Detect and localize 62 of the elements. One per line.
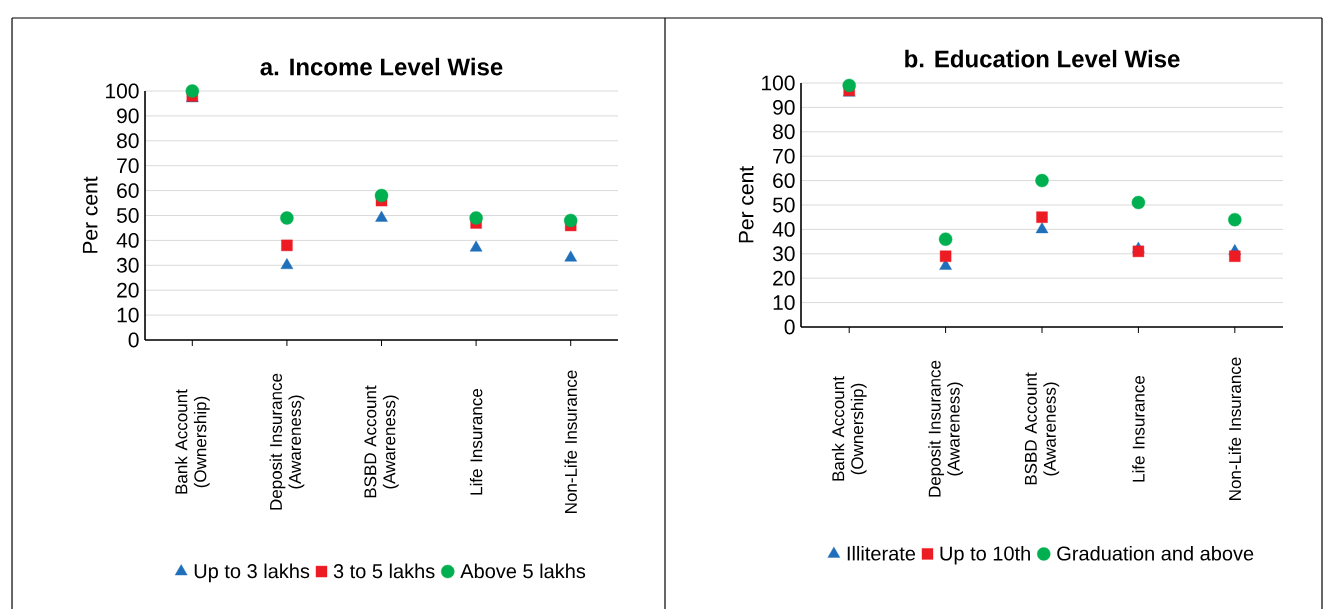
x-tick-label: Bank Account (Ownership)	[831, 376, 867, 481]
point	[564, 213, 578, 228]
y-tick-label: 60	[773, 173, 795, 189]
point	[1035, 222, 1049, 234]
point	[1131, 195, 1146, 210]
x-tick-label: Deposit Insurance (Awareness)	[269, 373, 305, 510]
x-tick-label: Life Insurance	[469, 388, 483, 495]
legend-label: Illiterate	[847, 545, 916, 561]
y-tick-label: 70	[773, 148, 795, 164]
point	[469, 240, 483, 252]
y-tick-label: 0	[784, 319, 795, 335]
x-tick-label: Bank Account (Ownership)	[174, 389, 210, 494]
x-tick-label: Deposit Insurance (Awareness)	[928, 360, 964, 497]
y-tick-label: 80	[117, 133, 139, 149]
legend-label: 3 to 5 lakhs	[333, 563, 435, 579]
point	[939, 250, 952, 262]
y-tick-label: 10	[117, 307, 139, 323]
legend-label: Graduation and above	[1057, 545, 1254, 561]
y-axis-title: Per cent	[82, 176, 98, 253]
point	[280, 258, 294, 269]
point	[375, 210, 388, 222]
y-tick-label: 20	[117, 282, 139, 298]
y-tick-label: 90	[117, 108, 139, 124]
x-tick-label: Non-Life Insurance	[564, 370, 577, 513]
legend-label: Up to 3 lakhs	[194, 563, 310, 583]
point	[1132, 245, 1145, 258]
point	[281, 239, 293, 252]
legend-label: Above 5 lakhs	[460, 563, 586, 579]
legend-label: Up to 10th	[940, 545, 1030, 565]
point	[280, 211, 294, 225]
y-tick-label: 60	[117, 183, 139, 199]
point	[185, 84, 200, 98]
y-tick-label: 50	[116, 208, 139, 223]
point	[564, 250, 577, 262]
point	[938, 232, 953, 246]
y-tick-label: 40	[772, 221, 795, 237]
y-tick-label: 40	[116, 232, 139, 248]
point	[842, 78, 856, 93]
y-tick-label: 20	[773, 270, 795, 286]
y-tick-label: 80	[773, 124, 795, 140]
x-tick-label: BSBD Account (Awareness)	[364, 385, 399, 498]
point	[1035, 173, 1049, 188]
y-tick-label: 100	[106, 83, 139, 99]
x-tick-label: BSBD Account (Awareness)	[1024, 372, 1060, 485]
y-tick-label: 30	[116, 257, 139, 273]
y-tick-label: 70	[117, 158, 139, 174]
chart-title: a. Income Level Wise	[260, 57, 503, 76]
y-axis-title: Per cent	[738, 166, 754, 243]
y-tick-label: 30	[772, 246, 795, 262]
x-tick-label: Life Insurance	[1132, 375, 1145, 482]
point	[1036, 211, 1048, 223]
x-tick-label: Non-Life Insurance	[1228, 357, 1242, 500]
y-tick-label: 10	[773, 295, 795, 311]
y-tick-label: 50	[772, 197, 795, 213]
y-tick-label: 90	[773, 99, 795, 115]
point	[374, 188, 389, 203]
chart-title: b. Education Level Wise	[905, 49, 1180, 68]
y-tick-label: 0	[128, 332, 139, 348]
point	[469, 211, 483, 225]
y-tick-label: 100	[762, 75, 795, 91]
point	[1229, 250, 1241, 262]
point	[1228, 212, 1242, 227]
